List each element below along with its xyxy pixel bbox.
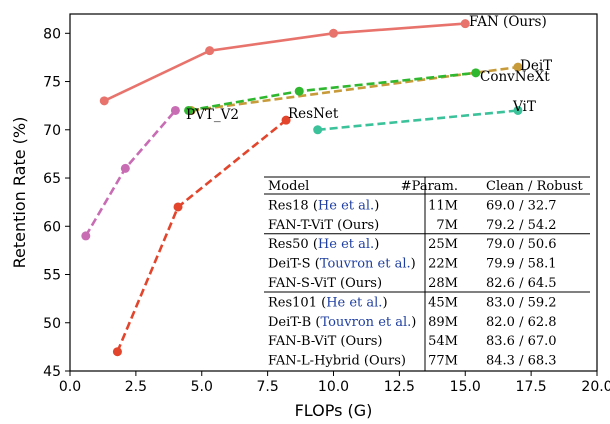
series-label-resnet: ResNet (288, 106, 339, 122)
x-tick-label: 7.5 (256, 379, 278, 395)
y-tick-label: 50 (43, 316, 61, 332)
data-point-pvt-v2 (170, 105, 180, 115)
table-cell-score: 82.6 / 64.5 (486, 276, 557, 291)
x-tick-label: 5.0 (191, 379, 213, 395)
y-tick-label: 55 (43, 268, 61, 284)
series-line-resnet (116, 119, 287, 353)
table-cell-score: 82.0 / 62.8 (486, 315, 557, 330)
table-cell-score: 84.3 / 68.3 (486, 354, 557, 369)
y-tick-label: 70 (43, 123, 61, 139)
series-label-convnext: ConvNeXt (480, 69, 550, 85)
data-point-pvt-v2 (81, 231, 91, 241)
table-header-score: Clean / Robust (486, 179, 584, 194)
table-cell-params: 11M (428, 198, 458, 213)
data-point-fan-ours (329, 28, 338, 38)
y-axis-label: Retention Rate (%) (10, 117, 29, 269)
data-point-vit (513, 105, 523, 115)
x-tick-label: 0.0 (59, 379, 81, 395)
table-cell-model: FAN-S-ViT (Ours) (268, 276, 382, 291)
data-point-convnext (471, 68, 481, 78)
series-label-fan-ours: FAN (Ours) (469, 14, 547, 30)
table-cell-score: 69.0 / 32.7 (486, 198, 557, 213)
data-point-resnet (281, 115, 291, 125)
series-line-vit (317, 109, 519, 132)
table-cell-score: 79.0 / 50.6 (486, 237, 557, 252)
table-background (262, 177, 592, 370)
table-cell-params: 45M (428, 295, 458, 310)
table-header-model: Model (268, 179, 309, 194)
x-tick-label: 15.0 (450, 379, 481, 395)
table-cell-params: 89M (428, 315, 458, 330)
data-point-pvt-v2 (120, 163, 130, 173)
data-point-fan-ours (205, 46, 215, 56)
x-tick-label: 10.0 (318, 379, 349, 395)
table-cell-score: 83.0 / 59.2 (486, 295, 557, 310)
table-cell-model: FAN-B-ViT (Ours) (268, 334, 382, 349)
table-cell-score: 79.9 / 58.1 (486, 257, 557, 272)
series-label-deit: DeiT (520, 58, 552, 74)
series-line-deit (191, 65, 519, 112)
table-cell-params: 22M (428, 257, 458, 272)
table-cell-model: DeiT-S (Touvron et al.) (268, 257, 416, 272)
y-tick-label: 80 (43, 26, 61, 42)
data-point-vit (313, 125, 323, 135)
table-cell-model: Res18 (He et al.) (268, 198, 379, 213)
table-cell-params: 7M (436, 218, 458, 233)
x-tick-label: 2.5 (125, 379, 147, 395)
data-point-fan-ours (99, 96, 109, 106)
x-tick-label: 12.5 (384, 379, 415, 395)
data-point-convnext (294, 86, 304, 96)
y-tick-label: 45 (43, 364, 61, 380)
table-cell-score: 83.6 / 67.0 (486, 334, 557, 349)
x-tick-label: 17.5 (516, 379, 547, 395)
series-label-vit: ViT (512, 99, 536, 115)
table-cell-model: Res101 (He et al.) (268, 295, 388, 310)
table-header-params: #Param. (401, 179, 458, 194)
data-point-fan-ours (460, 19, 470, 29)
y-tick-label: 75 (43, 75, 61, 91)
axes: 0.0 2.5 5.0 7.5 10.0 12.5 15.0 17.5 20.0 45 50 55 60… (43, 26, 610, 395)
table-cell-model: Res50 (He et al.) (268, 237, 379, 252)
table-cell-params: 25M (428, 237, 458, 252)
table-cell-model: FAN-L-Hybrid (Ours) (268, 354, 406, 369)
y-tick-label: 60 (43, 219, 61, 235)
table-cell-params: 54M (428, 334, 458, 349)
table-cell-model: DeiT-B (Touvron et al.) (268, 315, 416, 330)
table-cell-params: 77M (428, 354, 458, 369)
y-tick-label: 65 (43, 171, 61, 187)
data-point-convnext (184, 105, 194, 115)
series-line-fan-ours (103, 22, 466, 102)
series-line-pvt-v2 (84, 109, 177, 237)
data-point-resnet (112, 347, 122, 357)
data-point-deit (513, 62, 523, 72)
series-layer (81, 19, 523, 357)
series-label-pvt-v2: PVT_V2 (186, 107, 239, 123)
table-cell-score: 79.2 / 54.2 (486, 218, 557, 233)
x-axis-label: FLOPs (G) (295, 401, 373, 420)
data-point-resnet (173, 202, 183, 212)
table-cell-params: 28M (428, 276, 458, 291)
x-tick-label: 20.0 (581, 379, 610, 395)
results-table: Model #Param. Clean / Robust Res18 (He et a… (262, 176, 592, 371)
table-cell-model: FAN-T-ViT (Ours) (268, 218, 379, 233)
